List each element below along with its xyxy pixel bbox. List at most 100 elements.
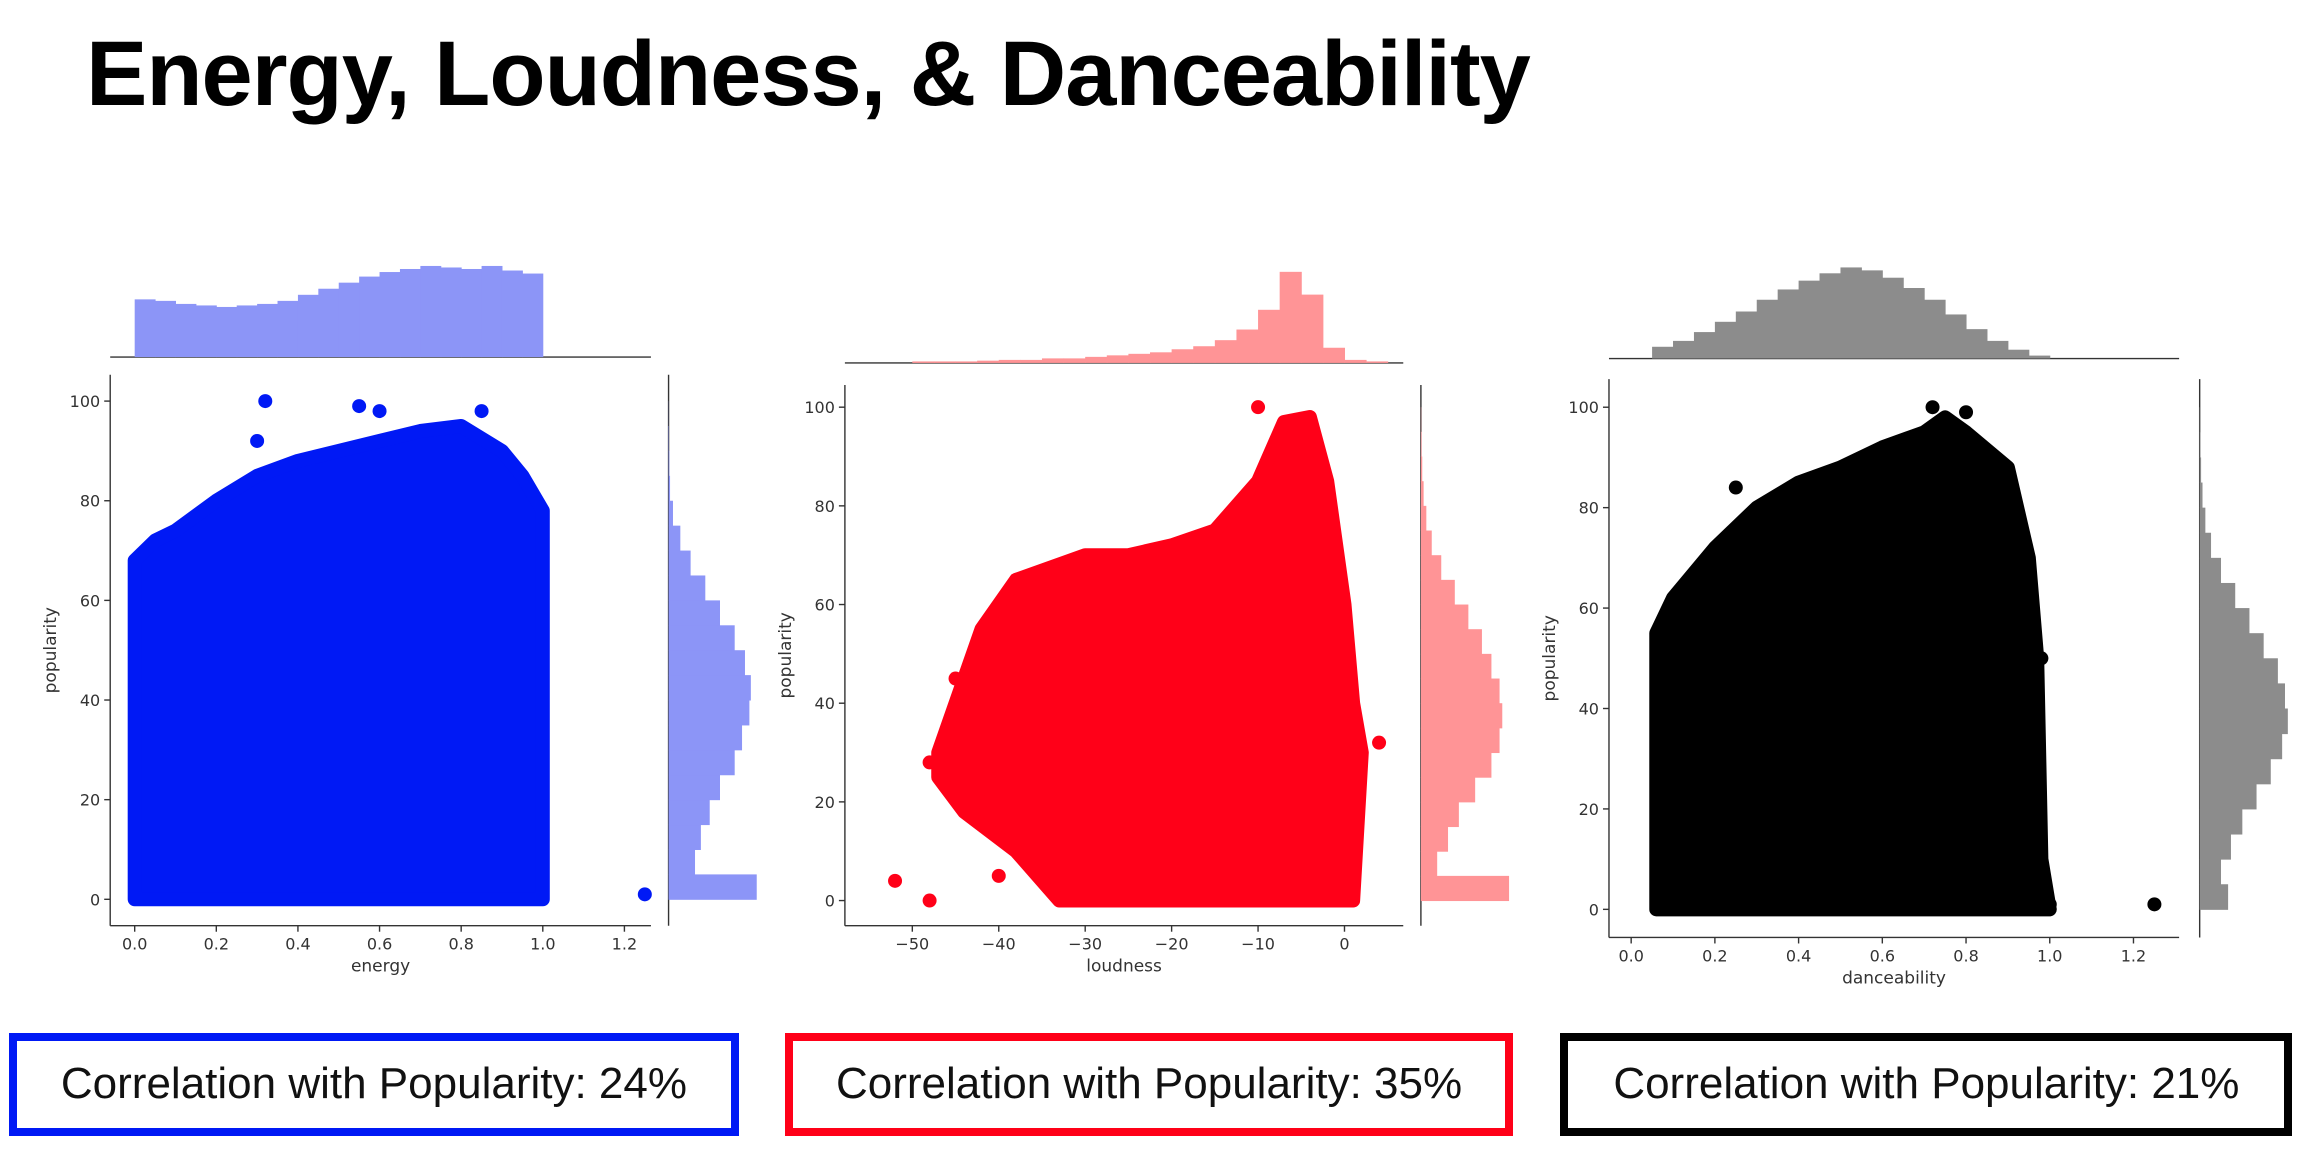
- marginal-y-bar: [2199, 582, 2236, 609]
- marginal-x-bar: [1966, 329, 1988, 359]
- marginal-y-bar: [668, 650, 745, 676]
- y-tick-label: 40: [815, 694, 835, 713]
- marginal-y-bar: [668, 724, 743, 751]
- marginal-x-bar: [175, 303, 197, 358]
- marginal-x-bar: [379, 272, 401, 358]
- marginal-x-bar: [977, 360, 1000, 363]
- marginal-x-bar: [1652, 346, 1674, 359]
- marginal-y-bar: [1420, 777, 1476, 803]
- y-tick-label: 80: [80, 492, 100, 511]
- marginal-x-bar: [1882, 277, 1904, 359]
- marginal-x-bar: [461, 268, 483, 358]
- marginal-x-bar: [1214, 340, 1237, 363]
- x-tick-label: 1.2: [612, 935, 637, 954]
- marginal-y-bar: [1420, 431, 1422, 458]
- x-tick-label: −10: [1241, 935, 1275, 954]
- marginal-y-bar: [668, 475, 671, 502]
- marginal-x-bar: [1258, 309, 1281, 363]
- marginal-x-bar: [1756, 299, 1779, 359]
- marginal-y-bar: [2199, 758, 2271, 785]
- point: [991, 868, 1006, 883]
- marginal-y-bar: [2199, 859, 2222, 885]
- marginal-x-bar: [257, 303, 279, 358]
- y-tick-label: 80: [1579, 499, 1599, 518]
- marginal-y-bar: [1420, 604, 1469, 630]
- marginal-y-bar: [2199, 708, 2288, 735]
- x-tick-label: −40: [982, 935, 1016, 954]
- marginal-y-bar: [1420, 875, 1510, 902]
- marginal-y-bar: [668, 525, 681, 552]
- marginal-y-bar: [668, 799, 710, 826]
- marginal-x-bar: [399, 268, 421, 358]
- y-tick-label: 20: [815, 793, 835, 812]
- correlation-caption: Correlation with Popularity: 21%: [1560, 1032, 2293, 1136]
- point: [948, 671, 963, 686]
- marginal-y-bar: [1420, 826, 1449, 852]
- marginal-y-bar: [1420, 456, 1423, 482]
- marginal-x-bar: [1735, 311, 1758, 359]
- marginal-y-bar: [668, 625, 735, 651]
- marginal-y-bar: [668, 500, 673, 527]
- marginal-y-bar: [1420, 505, 1427, 532]
- marginal-y-bar: [2199, 457, 2202, 484]
- x-tick-label: 0.0: [1618, 946, 1643, 965]
- x-tick-label: −20: [1155, 935, 1189, 954]
- marginal-x-bar: [2028, 355, 2051, 359]
- marginal-x-bar: [216, 306, 238, 358]
- x-axis-label: energy: [351, 957, 410, 977]
- point: [2042, 897, 2057, 912]
- marginal-y-bar: [1420, 530, 1432, 556]
- marginal-x-bar: [1085, 356, 1108, 363]
- marginal-x-bar: [155, 300, 177, 358]
- marginal-y-bar: [2199, 683, 2285, 709]
- y-tick-label: 0: [825, 892, 835, 911]
- y-tick-label: 80: [815, 497, 835, 516]
- marginal-x-bar: [998, 359, 1021, 363]
- slide-title: Energy, Loudness, & Danceability: [86, 23, 1531, 125]
- marginal-x-bar: [277, 300, 299, 358]
- x-tick-label: 1.0: [2037, 946, 2062, 965]
- marginal-x-bar: [134, 299, 156, 358]
- marginal-y-bar: [1420, 653, 1492, 680]
- x-tick-label: −30: [1068, 935, 1102, 954]
- marginal-x-bar: [440, 267, 462, 358]
- marginal-x-bar: [195, 305, 217, 358]
- marginal-y-bar: [668, 849, 696, 875]
- x-tick-label: 0.2: [1702, 946, 1727, 965]
- marginal-y-bar: [2199, 783, 2257, 810]
- marginal-y-bar: [2199, 733, 2283, 760]
- marginal-x-bar: [955, 361, 978, 363]
- marginal-x-bar: [481, 265, 503, 358]
- marginal-y-bar: [2199, 532, 2212, 559]
- marginal-x-bar: [1924, 299, 1946, 359]
- y-tick-label: 100: [70, 392, 101, 411]
- marginal-y-bar: [2199, 658, 2278, 684]
- correlation-caption: Correlation with Popularity: 35%: [784, 1032, 1514, 1136]
- marginal-x-bar: [359, 276, 381, 358]
- marginal-x-bar: [1693, 332, 1716, 359]
- marginal-x-bar: [1041, 358, 1065, 363]
- point: [258, 394, 273, 409]
- x-tick-label: 1.2: [2121, 946, 2146, 965]
- marginal-y-bar: [1420, 851, 1438, 877]
- point: [1925, 400, 1940, 415]
- y-tick-label: 40: [1579, 699, 1599, 718]
- marginal-x-bar: [1819, 273, 1841, 359]
- x-tick-label: −50: [895, 935, 929, 954]
- y-tick-label: 60: [80, 591, 100, 610]
- marginal-y-bar: [2199, 808, 2243, 835]
- marginal-x-bar: [236, 305, 258, 358]
- marginal-y-bar: [2199, 633, 2264, 659]
- marginal-x-bar: [318, 288, 340, 358]
- marginal-x-bar: [1366, 361, 1389, 363]
- y-tick-label: 40: [80, 691, 100, 710]
- marginal-x-bar: [1106, 355, 1129, 363]
- marginal-y-bar: [1420, 481, 1424, 507]
- marginal-y-bar: [1420, 678, 1500, 704]
- point: [372, 404, 387, 419]
- marginal-y-bar: [1420, 727, 1500, 754]
- marginal-y-bar: [1420, 752, 1492, 778]
- marginal-y-bar: [668, 550, 691, 576]
- x-axis-label: loudness: [1086, 957, 1162, 977]
